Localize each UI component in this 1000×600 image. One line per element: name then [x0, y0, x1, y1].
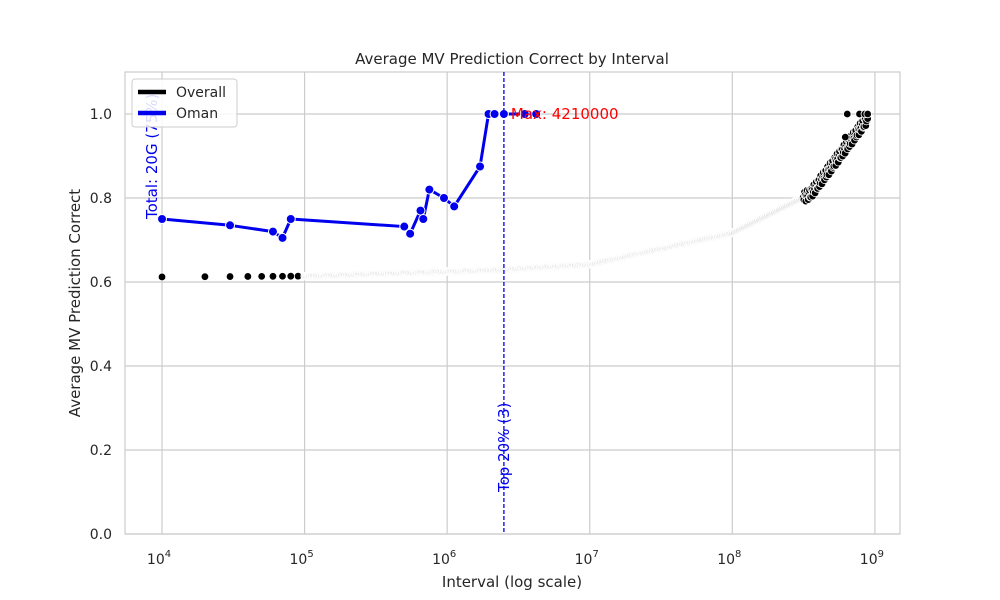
x-tick-exponent: 4	[165, 549, 171, 560]
x-tick-label: 109	[860, 549, 884, 568]
overall-point	[268, 272, 278, 281]
overall-point	[257, 272, 266, 281]
oman-point	[438, 193, 449, 203]
oman-point	[267, 226, 278, 237]
y-tick-label: 0.2	[90, 443, 112, 459]
legend: Overall Oman	[131, 78, 238, 128]
x-tick-base: 10	[575, 552, 593, 568]
oman-point	[157, 214, 168, 224]
oman-point	[418, 214, 429, 224]
oman-point	[277, 232, 288, 243]
x-tick-label: 106	[432, 549, 456, 568]
oman-point	[489, 109, 500, 119]
x-tick-label: 107	[575, 549, 599, 568]
annotation-2: Top 20% (3)	[495, 403, 513, 493]
overall-point	[225, 272, 235, 281]
y-tick-label: 1.0	[90, 107, 112, 123]
chart-title: Average MV Prediction Correct by Interva…	[355, 50, 669, 68]
y-tick-label: 0.4	[90, 359, 112, 375]
plot-frame	[124, 71, 901, 535]
x-tick-exponent: 7	[592, 549, 598, 560]
oman-point	[449, 201, 460, 212]
x-tick-label: 105	[289, 549, 313, 568]
overall-point	[200, 272, 210, 281]
x-tick-label: 108	[717, 549, 741, 568]
annotation-1: Max: 4210000	[511, 105, 619, 123]
oman-point	[399, 221, 410, 232]
x-tick-base: 10	[860, 552, 878, 568]
overall-point	[843, 109, 852, 119]
x-tick-exponent: 9	[878, 549, 884, 560]
x-tick-exponent: 5	[307, 549, 313, 560]
x-tick-base: 10	[717, 552, 735, 568]
x-tick-exponent: 6	[450, 549, 456, 560]
overall-point	[863, 109, 872, 119]
x-tick-base: 10	[147, 552, 165, 568]
oman-point	[519, 109, 530, 119]
legend-label: Overall	[176, 85, 226, 101]
x-axis-label: Interval (log scale)	[442, 573, 582, 591]
oman-point	[415, 205, 426, 216]
y-tick-label: 0.0	[90, 527, 112, 543]
y-tick-label: 0.6	[90, 275, 112, 291]
overall-point	[243, 272, 253, 281]
oman-point	[475, 161, 486, 172]
oman-point	[225, 220, 236, 231]
overall-point	[286, 272, 295, 281]
overall-point	[841, 132, 850, 142]
x-tick-base: 10	[432, 552, 450, 568]
oman-point	[424, 184, 435, 195]
overall-point	[278, 272, 287, 281]
y-axis-label: Average MV Prediction Correct	[66, 189, 84, 417]
overall-point	[157, 272, 167, 282]
oman-point	[531, 109, 542, 119]
x-tick-exponent: 8	[735, 549, 741, 560]
oman-point	[405, 228, 416, 239]
legend-label: Oman	[176, 106, 218, 122]
oman-point	[285, 214, 296, 224]
y-tick-label: 0.8	[90, 191, 112, 207]
x-tick-label: 104	[147, 549, 171, 568]
oman-series	[157, 109, 542, 243]
x-tick-base: 10	[289, 552, 307, 568]
overall-series	[157, 109, 872, 282]
